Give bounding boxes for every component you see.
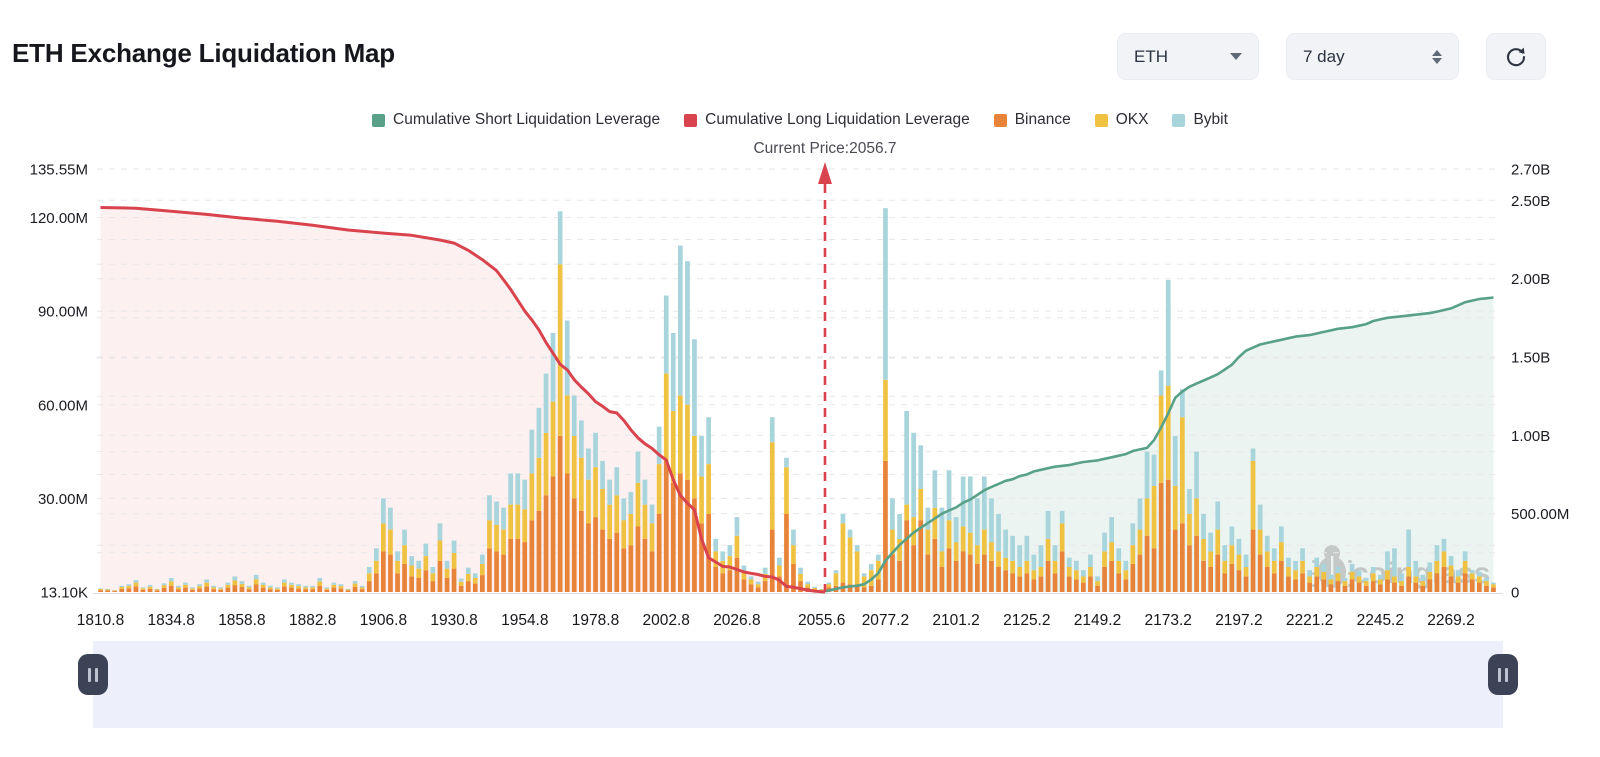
legend-swatch-bybit [1172, 113, 1186, 127]
svg-text:1.00B: 1.00B [1511, 428, 1550, 445]
zoom-slider-track[interactable] [93, 641, 1503, 728]
zoom-slider-handle-left[interactable] [78, 654, 108, 695]
legend-item-binance[interactable]: Binance [993, 111, 1071, 129]
svg-text:135.55M: 135.55M [30, 162, 88, 179]
current-price-marker: Current Price:2056.7 [753, 140, 897, 592]
range-select-value: 7 day [1303, 46, 1345, 66]
svg-text:13.10K: 13.10K [40, 585, 88, 602]
legend-label: Cumulative Long Liquidation Leverage [705, 111, 970, 128]
svg-text:2125.2: 2125.2 [1003, 612, 1050, 629]
long-leverage-line [100, 206, 826, 594]
svg-text:1906.8: 1906.8 [360, 612, 407, 629]
legend-label: Cumulative Short Liquidation Leverage [393, 111, 661, 128]
svg-text:2197.2: 2197.2 [1215, 612, 1262, 629]
svg-text:2.50B: 2.50B [1511, 193, 1550, 210]
svg-text:2.70B: 2.70B [1511, 162, 1550, 179]
svg-text:2101.2: 2101.2 [932, 612, 979, 629]
svg-text:500.00M: 500.00M [1511, 506, 1569, 523]
svg-text:1978.8: 1978.8 [572, 612, 619, 629]
legend-swatch-binance [993, 113, 1007, 127]
legend-swatch-okx [1094, 113, 1108, 127]
zoom-slider-handle-right[interactable] [1488, 654, 1518, 695]
svg-text:1858.8: 1858.8 [218, 612, 265, 629]
axis-labels: 135.55M 120.00M 90.00M 60.00M 30.00M 13.10K 2.… [30, 162, 1570, 630]
svg-text:60.00M: 60.00M [38, 397, 88, 414]
chart-legend: Cumulative Short Liquidation Leverage Cu… [0, 111, 1600, 129]
spinner-updown-icon [1432, 49, 1442, 64]
svg-text:2221.2: 2221.2 [1286, 612, 1333, 629]
long-leverage-area [100, 207, 825, 592]
current-price-label: Current Price:2056.7 [753, 140, 896, 157]
legend-item-okx[interactable]: OKX [1094, 111, 1149, 129]
svg-text:2055.6: 2055.6 [798, 612, 845, 629]
svg-text:1834.8: 1834.8 [147, 612, 194, 629]
svg-text:2.00B: 2.00B [1511, 271, 1550, 288]
svg-text:1954.8: 1954.8 [501, 612, 548, 629]
svg-text:2002.8: 2002.8 [642, 612, 689, 629]
svg-text:1.50B: 1.50B [1511, 350, 1550, 367]
svg-text:2149.2: 2149.2 [1074, 612, 1121, 629]
svg-text:2077.2: 2077.2 [862, 612, 909, 629]
short-leverage-line [824, 296, 1494, 593]
page-title: ETH Exchange Liquidation Map [12, 38, 395, 68]
svg-text:2245.2: 2245.2 [1357, 612, 1404, 629]
legend-label: OKX [1115, 111, 1149, 128]
svg-text:1810.8: 1810.8 [77, 612, 124, 629]
gridlines [93, 168, 1503, 594]
svg-text:1930.8: 1930.8 [430, 612, 477, 629]
svg-text:0: 0 [1511, 585, 1519, 602]
svg-text:90.00M: 90.00M [38, 304, 88, 321]
svg-text:2269.2: 2269.2 [1427, 612, 1474, 629]
legend-label: Bybit [1193, 111, 1228, 128]
legend-item-bybit[interactable]: Bybit [1172, 111, 1228, 129]
refresh-icon [1506, 47, 1526, 66]
toolbar: ETH 7 day [1117, 33, 1546, 80]
exchange-bars-layer[interactable] [98, 208, 1496, 592]
legend-swatch-long [684, 113, 698, 127]
svg-text:1882.8: 1882.8 [289, 612, 336, 629]
legend-item-short-leverage[interactable]: Cumulative Short Liquidation Leverage [372, 111, 660, 129]
symbol-select[interactable]: ETH [1117, 33, 1259, 80]
svg-text:2173.2: 2173.2 [1144, 612, 1191, 629]
range-select[interactable]: 7 day [1286, 33, 1459, 80]
legend-swatch-short [372, 113, 386, 127]
legend-label: Binance [1014, 111, 1071, 128]
svg-text:2026.8: 2026.8 [713, 612, 760, 629]
chevron-down-icon [1230, 53, 1242, 60]
refresh-button[interactable] [1486, 33, 1546, 80]
svg-text:120.00M: 120.00M [30, 210, 88, 227]
symbol-select-value: ETH [1134, 46, 1168, 66]
legend-item-long-leverage[interactable]: Cumulative Long Liquidation Leverage [684, 111, 970, 129]
svg-text:30.00M: 30.00M [38, 491, 88, 508]
